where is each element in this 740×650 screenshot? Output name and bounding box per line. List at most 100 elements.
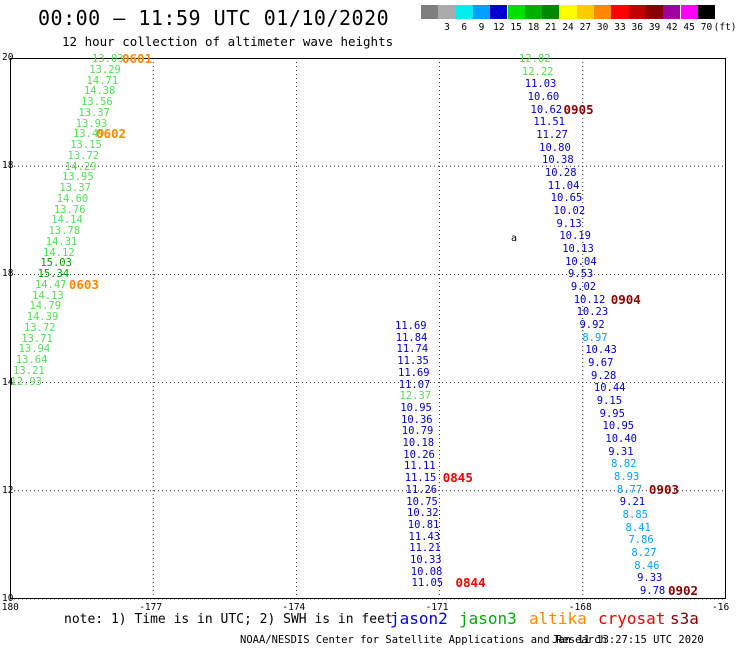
wave-height-value: 9.28	[591, 369, 617, 382]
wave-height-value: 10.19	[559, 230, 591, 243]
longitude-tick-label: -168	[568, 602, 592, 613]
colorbar-label: 27	[579, 22, 592, 33]
colorbar-label: 30	[596, 22, 609, 33]
wave-height-value: 11.11	[404, 460, 436, 473]
wave-height-value: 10.28	[544, 167, 577, 180]
wave-height-value: 9.78	[639, 585, 666, 598]
wave-height-value: 14.39	[26, 311, 59, 323]
colorbar-label: 45	[683, 22, 695, 33]
map-frame	[10, 58, 726, 599]
wave-height-value: 10.40	[605, 433, 637, 446]
wave-height-value: 10.36	[401, 413, 433, 426]
wave-height-value: 14.14	[51, 214, 83, 227]
timestamp-text: Jan 11 13:27:15 UTC 2020	[552, 634, 704, 646]
wave-height-value: 10.32	[407, 507, 439, 520]
map-title: 00:00 – 11:59 UTC 01/10/2020	[38, 6, 390, 30]
wave-height-value: 14.47	[34, 278, 67, 291]
map-plot	[10, 58, 726, 600]
wave-height-value: 12.82	[519, 53, 551, 65]
wave-height-value: 9.53	[567, 268, 594, 281]
latitude-tick-label: 18	[2, 268, 14, 280]
colorbar-swatch	[542, 5, 560, 19]
wave-height-value: 10.02	[553, 205, 586, 218]
wave-height-value: 10.12	[573, 293, 606, 306]
colorbar-label: 18	[527, 22, 540, 33]
wave-height-value: 14.31	[45, 235, 78, 248]
colorbar-label: 12	[493, 22, 505, 33]
wave-height-value: 8.93	[614, 471, 640, 484]
colorbar-label: 39	[648, 22, 661, 33]
pass-time-label: 0601	[122, 51, 153, 66]
pass-time-label: 0904	[610, 291, 641, 307]
wave-height-value: 13.03	[92, 53, 124, 65]
colorbar-swatch	[524, 5, 543, 19]
colorbar-label: 15	[510, 22, 522, 33]
wave-height-value: 10.26	[403, 448, 435, 461]
wave-height-value: 11.04	[547, 179, 580, 192]
longitude-tick-label: -174	[282, 602, 306, 613]
wave-height-value: 9.33	[637, 572, 663, 585]
wave-height-value: 11.07	[398, 378, 431, 391]
wave-height-value: 11.69	[398, 366, 430, 379]
colorbar-label: 24	[562, 22, 574, 33]
wave-height-value: 13.29	[89, 63, 121, 76]
wave-height-value: 12.22	[521, 65, 554, 78]
colorbar-swatch	[628, 5, 646, 19]
colorbar-swatch	[576, 5, 594, 19]
wave-height-value: 10.65	[550, 192, 583, 205]
wave-height-value: 11.03	[524, 78, 557, 91]
wave-height-value: 10.33	[410, 554, 442, 566]
latitude-tick-label: 14	[2, 376, 14, 388]
legend-altika: altika	[529, 609, 587, 628]
wave-height-value: 14.13	[32, 289, 64, 302]
colorbar-label: 33	[614, 22, 626, 33]
latitude-tick-label: 12	[2, 484, 14, 496]
wave-height-value: 13.49	[72, 128, 105, 141]
longitude-tick-label: -171	[425, 602, 449, 613]
wave-height-value: 13.76	[53, 203, 86, 216]
wave-height-value: 10.80	[539, 141, 571, 154]
wave-height-value: 11.74	[396, 343, 429, 356]
wave-height-value: 13.94	[18, 343, 51, 356]
wave-height-value: 14.60	[56, 192, 89, 205]
legend-jason2: jason2	[390, 609, 448, 628]
wave-height-value: 14.79	[29, 300, 62, 313]
wave-height-value: 13.95	[62, 171, 94, 184]
longitude-tick-label: -177	[139, 602, 163, 613]
wave-height-value: 14.71	[86, 74, 119, 87]
wave-height-value: 10.95	[602, 420, 635, 433]
pass-time-label: 0844	[455, 575, 486, 591]
wave-height-value: 10.75	[406, 495, 438, 508]
pass-time-label: 0903	[648, 481, 680, 497]
wave-height-value: 9.13	[556, 217, 582, 230]
latitude-tick-label: 20	[2, 52, 14, 63]
wave-height-value: 8.41	[625, 521, 651, 534]
wave-height-value: 10.44	[593, 382, 626, 395]
pass-time-label: 0845	[442, 470, 473, 486]
wave-height-value: 9.31	[608, 445, 634, 458]
wave-height-value: 13.56	[81, 96, 113, 108]
wave-height-value: 14.38	[83, 85, 116, 98]
colorbar-label: 36	[631, 22, 643, 33]
colorbar-label: 42	[666, 22, 678, 33]
colorbar-swatch	[472, 5, 491, 19]
legend-jason3: jason3	[459, 609, 517, 628]
colorbar-swatch	[438, 5, 456, 19]
wave-height-value: 8.85	[622, 509, 648, 522]
wave-height-value: 11.43	[408, 530, 441, 543]
wave-height-value: 14.12	[43, 246, 75, 259]
pass-time-label: 0902	[667, 583, 699, 599]
wave-height-value: 11.21	[409, 542, 441, 555]
colorbar-label: 6	[461, 22, 468, 33]
wave-height-value: 9.21	[619, 496, 646, 509]
map-subtitle: 12 hour collection of altimeter wave hei…	[62, 34, 394, 49]
wave-height-value: 11.69	[395, 320, 427, 332]
credit-text: NOAA/NESDIS Center for Satellite Applica…	[240, 634, 607, 646]
wave-height-value: 9.95	[599, 407, 625, 420]
wave-height-value: 14.29	[64, 160, 97, 173]
longitude-tick-label: -16	[712, 602, 730, 613]
wave-height-value: 13.72	[24, 321, 56, 334]
wave-height-value: 11.51	[533, 116, 565, 129]
wave-height-value: 9.92	[579, 319, 605, 332]
wave-height-value: 13.78	[48, 225, 81, 237]
